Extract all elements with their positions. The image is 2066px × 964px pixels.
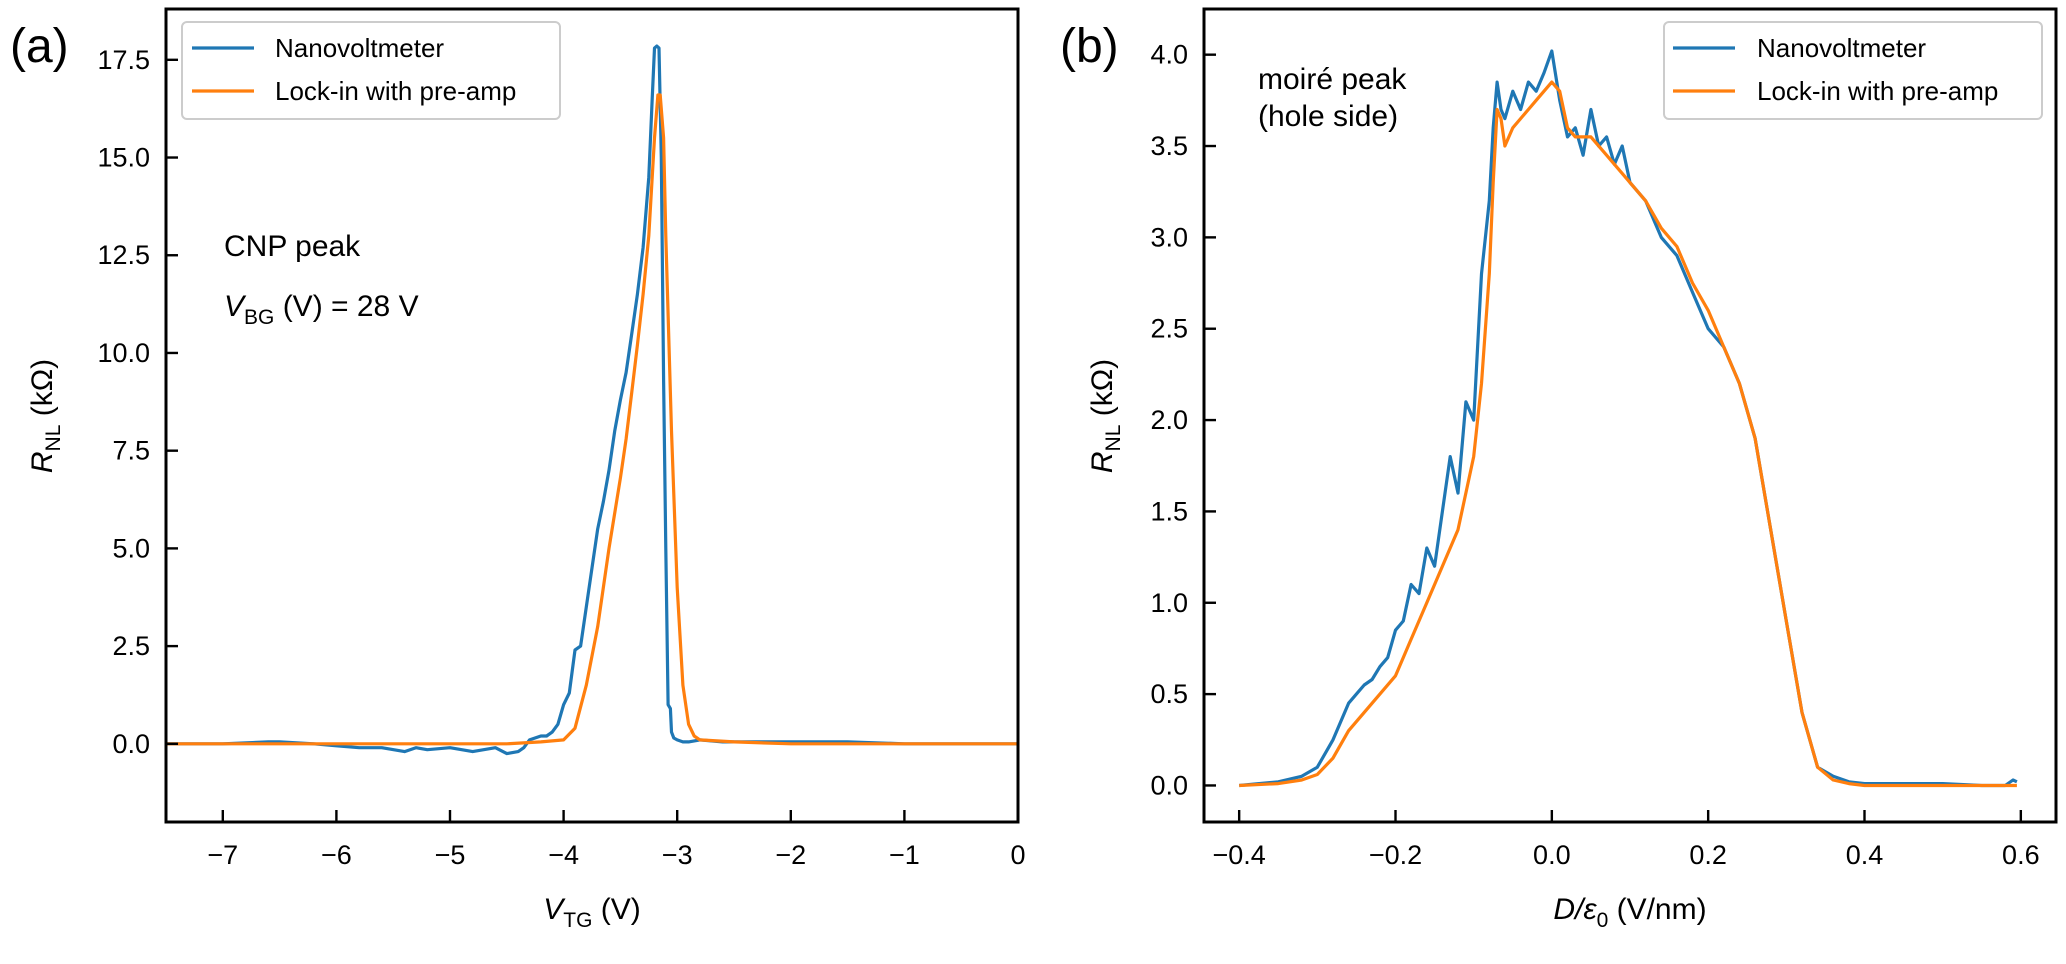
y-tick-label: 15.0 [97,143,150,173]
y-tick-label: 0.0 [112,729,150,759]
y-axis-label-main: R [26,451,59,473]
panel-label: (b) [1060,20,1119,73]
y-axis-label: RNL (kΩ) [1086,359,1125,473]
series-line-nanovoltmeter [166,44,1018,756]
x-axis-label: VTG (V) [543,893,641,932]
x-tick-label: −3 [662,840,693,870]
x-tick-label: −5 [435,840,466,870]
y-tick-label: 4.0 [1150,40,1188,70]
y-tick-label: 3.0 [1150,222,1188,252]
panel-b: −0.4 −0.2 0.0 0.2 0.4 0.6 0.0 0.5 1.0 1.5 2.0 2.5 3.… [1060,7,2058,932]
x-axis-label: D/ε0 (V/nm) [1553,893,1706,932]
x-tick-label: 0.0 [1533,840,1571,870]
series-line-nanovoltmeter [1239,49,2018,788]
y-tick-label: 17.5 [97,45,150,75]
y-axis-label: RNL (kΩ) [26,359,65,473]
x-tick-label: −0.4 [1213,840,1266,870]
y-tick-label: 0.5 [1150,679,1188,709]
annotation-moire-peak: moiré peak [1258,63,1407,96]
x-axis-label-sub: TG [563,909,592,932]
y-axis-label-sub: NL [42,425,65,452]
x-tick-label: −7 [207,840,238,870]
y-tick-label: 10.0 [97,338,150,368]
x-tick-label: −6 [321,840,352,870]
annotation-vbg: VBG (V) = 28 V [224,290,419,329]
panel-a: −7 −6 −5 −4 −3 −2 −1 0 0.0 2.5 5.0 7.5 10.0 12.5 15.0 1… [10,7,1026,932]
annotation-vbg-rest: (V) = 28 V [274,290,418,323]
plot-frame [164,7,1020,824]
y-tick-label: 5.0 [112,533,150,563]
annotation-hole-side: (hole side) [1258,100,1398,133]
x-tick-label: 0.6 [2002,840,2040,870]
x-tick-label: −0.2 [1369,840,1422,870]
plot-frame [1202,7,2058,824]
y-tick-label: 2.5 [1150,314,1188,344]
legend-entry: Lock-in with pre-amp [275,76,516,106]
panel-label: (a) [10,20,69,73]
legend-frame [1663,21,2043,120]
y-tick-label: 2.5 [112,631,150,661]
x-axis-label-main: V [543,893,566,926]
series-line-lock-in [166,93,1018,746]
y-tick-label: 7.5 [112,436,150,466]
y-tick-label: 3.5 [1150,131,1188,161]
legend-entry: Lock-in with pre-amp [1757,76,1998,106]
legend-frame [181,21,561,120]
x-axis-label-rest: (V) [592,893,640,926]
series-line-lock-in [1239,80,2017,788]
x-tick-label: −2 [775,840,806,870]
x-axis-label-main: D/ε [1553,893,1597,926]
legend: Nanovoltmeter Lock-in with pre-amp [181,21,561,120]
legend: Nanovoltmeter Lock-in with pre-amp [1663,21,2043,120]
x-tick-label: 0.4 [1846,840,1884,870]
y-tick-label: 2.0 [1150,405,1188,435]
x-tick-label: 0 [1010,840,1025,870]
annotation-vbg-sub: BG [244,306,274,329]
series-group [1239,49,2018,788]
x-axis-label-rest: (V/nm) [1608,893,1706,926]
x-tick-label: −1 [889,840,920,870]
annotation-cnp-peak: CNP peak [224,230,361,263]
y-tick-label: 1.5 [1150,496,1188,526]
y-axis-label-rest: (kΩ) [1086,359,1119,425]
y-axis-label-main: R [1086,451,1119,473]
x-axis-label-sub: 0 [1597,909,1609,932]
y-axis-label-rest: (kΩ) [26,359,59,425]
series-group [166,44,1018,756]
y-tick-label: 12.5 [97,240,150,270]
x-tick-label: −4 [548,840,579,870]
x-tick-label: 0.2 [1689,840,1727,870]
legend-entry: Nanovoltmeter [275,33,444,63]
annotation-vbg-main: V [224,290,247,323]
y-tick-label: 0.0 [1150,770,1188,800]
legend-entry: Nanovoltmeter [1757,33,1926,63]
y-axis-label-sub: NL [1102,425,1125,452]
y-tick-label: 1.0 [1150,588,1188,618]
